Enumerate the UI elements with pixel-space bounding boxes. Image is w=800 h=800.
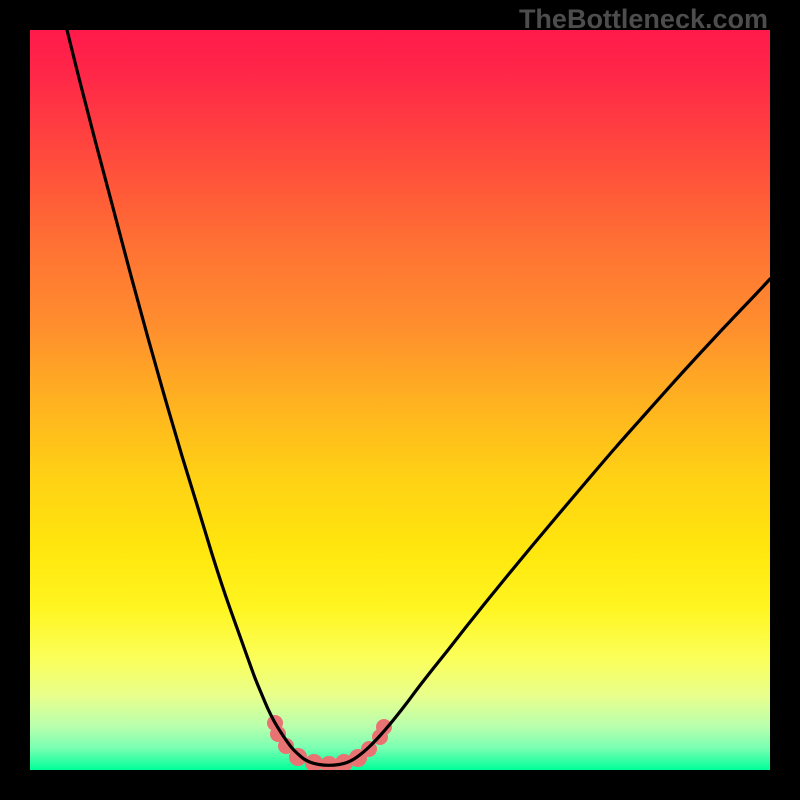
- chart-canvas: TheBottleneck.com: [0, 0, 800, 800]
- curve-marker-dot: [289, 748, 307, 766]
- bottleneck-curve: [67, 30, 770, 765]
- chart-curve-layer: [0, 0, 800, 800]
- watermark-text: TheBottleneck.com: [519, 4, 768, 35]
